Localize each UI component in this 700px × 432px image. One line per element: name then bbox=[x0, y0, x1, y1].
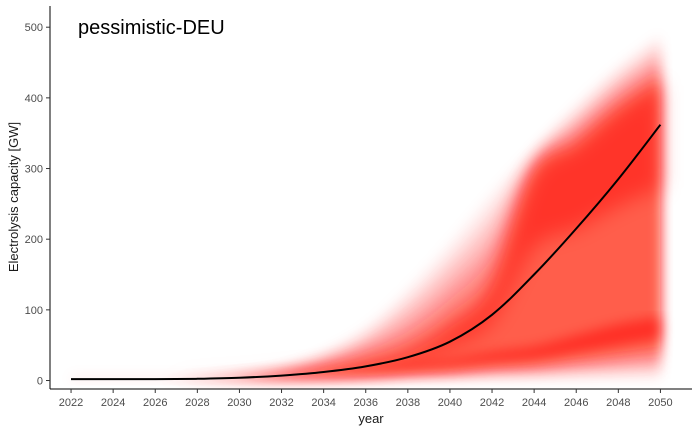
x-tick-label: 2046 bbox=[564, 397, 588, 409]
x-tick-label: 2042 bbox=[480, 397, 504, 409]
y-tick-label: 200 bbox=[25, 234, 43, 246]
y-tick-label: 500 bbox=[25, 22, 43, 34]
x-tick-label: 2044 bbox=[522, 397, 546, 409]
band-layer-6 bbox=[71, 83, 661, 380]
median-line-group bbox=[71, 124, 662, 381]
x-tick-label: 2022 bbox=[59, 397, 83, 409]
x-axis-title: year bbox=[358, 411, 384, 426]
y-tick-label: 300 bbox=[25, 164, 43, 176]
x-tick-label: 2034 bbox=[311, 397, 335, 409]
x-tick-label: 2030 bbox=[227, 397, 251, 409]
x-axis-ticks: 2022 2024 2026 2028 2030 2032 2034 2036 2038 2040… bbox=[59, 389, 673, 409]
y-tick-label: 0 bbox=[37, 376, 43, 388]
x-tick-label: 2026 bbox=[143, 397, 167, 409]
x-tick-label: 2032 bbox=[269, 397, 293, 409]
x-tick-label: 2038 bbox=[396, 397, 420, 409]
y-axis-ticks: 0 100 200 300 400 500 bbox=[25, 22, 50, 388]
x-tick-label: 2040 bbox=[438, 397, 462, 409]
y-tick-label: 400 bbox=[25, 93, 43, 105]
y-tick-label: 100 bbox=[25, 305, 43, 317]
x-tick-label: 2028 bbox=[185, 397, 209, 409]
x-tick-label: 2024 bbox=[101, 397, 125, 409]
y-axis-title: Electrolysis capacity [GW] bbox=[6, 122, 21, 272]
band-dense-upper bbox=[71, 83, 661, 380]
x-tick-label: 2036 bbox=[353, 397, 377, 409]
chart-title: pessimistic-DEU bbox=[78, 17, 225, 39]
x-tick-label: 2050 bbox=[648, 397, 672, 409]
band-dense-lower bbox=[71, 316, 661, 380]
x-tick-label: 2048 bbox=[606, 397, 630, 409]
median-line bbox=[71, 124, 662, 381]
